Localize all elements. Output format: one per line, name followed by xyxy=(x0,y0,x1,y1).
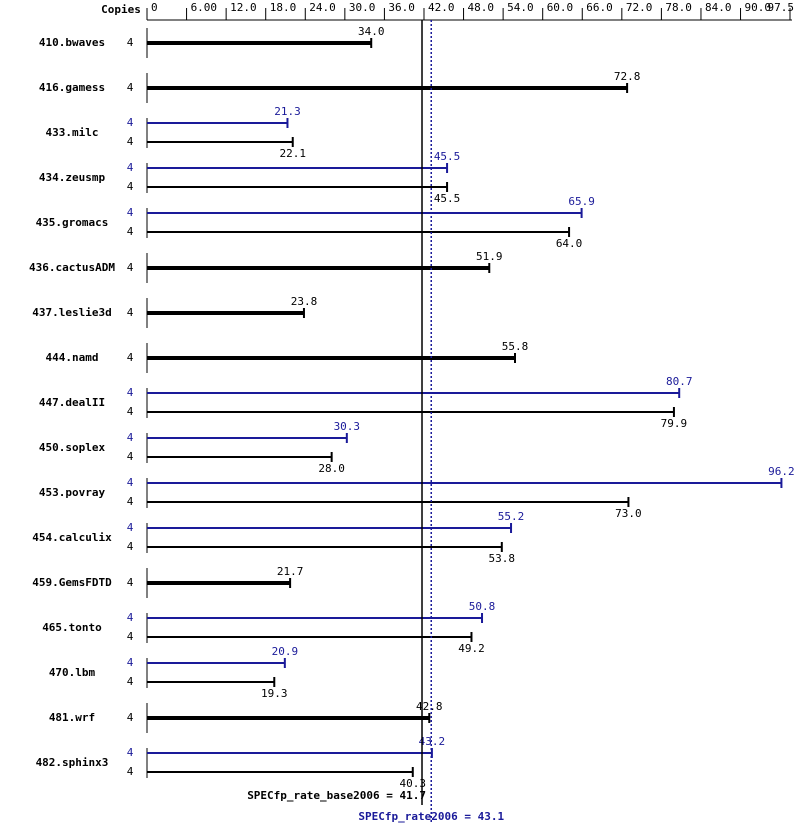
x-tick-label: 0 xyxy=(151,1,158,14)
benchmark-label: 447.dealII xyxy=(39,396,105,409)
benchmark-label: 454.calculix xyxy=(32,531,112,544)
copies: 4 xyxy=(127,431,134,444)
benchmark-label: 465.tonto xyxy=(42,621,102,634)
copies: 4 xyxy=(127,405,134,418)
value-label: 45.5 xyxy=(434,192,461,205)
benchmark-label: 410.bwaves xyxy=(39,36,105,49)
copies: 4 xyxy=(127,135,134,148)
benchmark-label: 437.leslie3d xyxy=(32,306,111,319)
benchmark-label: 470.lbm xyxy=(49,666,96,679)
benchmark-label: 416.gamess xyxy=(39,81,105,94)
benchmark-label: 435.gromacs xyxy=(36,216,109,229)
benchmark-label: 444.namd xyxy=(46,351,99,364)
value-label: 30.3 xyxy=(334,420,361,433)
x-tick-label: 90.0 xyxy=(745,1,772,14)
copies: 4 xyxy=(127,495,134,508)
value-label: 45.5 xyxy=(434,150,461,163)
value-label: 34.0 xyxy=(358,25,385,38)
copies: 4 xyxy=(127,476,134,489)
x-tick-label: 78.0 xyxy=(665,1,692,14)
value-label: 96.2 xyxy=(768,465,795,478)
value-label: 65.9 xyxy=(568,195,595,208)
copies: 4 xyxy=(127,521,134,534)
copies: 4 xyxy=(127,711,134,724)
benchmark-label: 453.povray xyxy=(39,486,106,499)
x-tick-label: 30.0 xyxy=(349,1,376,14)
x-tick-label: 12.0 xyxy=(230,1,257,14)
x-tick-label: 97.5 xyxy=(768,1,795,14)
value-label: 53.8 xyxy=(489,552,516,565)
copies: 4 xyxy=(127,351,134,364)
benchmark-label: 436.cactusADM xyxy=(29,261,115,274)
x-tick-label: 66.0 xyxy=(586,1,613,14)
copies: 4 xyxy=(127,746,134,759)
copies: 4 xyxy=(127,611,134,624)
copies-header: Copies xyxy=(101,3,141,16)
x-tick-label: 72.0 xyxy=(626,1,653,14)
copies: 4 xyxy=(127,675,134,688)
value-label: 79.9 xyxy=(661,417,688,430)
copies: 4 xyxy=(127,116,134,129)
x-tick-label: 84.0 xyxy=(705,1,732,14)
copies: 4 xyxy=(127,765,134,778)
copies: 4 xyxy=(127,386,134,399)
value-label: 64.0 xyxy=(556,237,583,250)
copies: 4 xyxy=(127,630,134,643)
x-tick-label: 48.0 xyxy=(468,1,495,14)
benchmark-label: 434.zeusmp xyxy=(39,171,106,184)
value-label: 23.8 xyxy=(291,295,318,308)
value-label: 21.3 xyxy=(274,105,301,118)
value-label: 28.0 xyxy=(318,462,345,475)
value-label: 22.1 xyxy=(279,147,306,160)
value-label: 51.9 xyxy=(476,250,503,263)
x-tick-label: 24.0 xyxy=(309,1,336,14)
copies: 4 xyxy=(127,180,134,193)
copies: 4 xyxy=(127,656,134,669)
x-tick-label: 6.00 xyxy=(191,1,218,14)
value-label: 21.7 xyxy=(277,565,304,578)
peak-reference-label: SPECfp_rate2006 = 43.1 xyxy=(358,810,504,823)
copies: 4 xyxy=(127,450,134,463)
copies: 4 xyxy=(127,36,134,49)
value-label: 40.3 xyxy=(400,777,427,790)
value-label: 50.8 xyxy=(469,600,496,613)
value-label: 80.7 xyxy=(666,375,693,388)
value-label: 55.2 xyxy=(498,510,525,523)
x-tick-label: 36.0 xyxy=(388,1,415,14)
copies: 4 xyxy=(127,81,134,94)
copies: 4 xyxy=(127,161,134,174)
benchmark-label: 459.GemsFDTD xyxy=(32,576,112,589)
value-label: 49.2 xyxy=(458,642,485,655)
base-reference-label: SPECfp_rate_base2006 = 41.7 xyxy=(247,789,426,802)
copies: 4 xyxy=(127,261,134,274)
value-label: 72.8 xyxy=(614,70,641,83)
copies: 4 xyxy=(127,576,134,589)
value-label: 73.0 xyxy=(615,507,642,520)
benchmark-label: 482.sphinx3 xyxy=(36,756,109,769)
benchmark-label: 450.soplex xyxy=(39,441,106,454)
value-label: 20.9 xyxy=(272,645,299,658)
value-label: 19.3 xyxy=(261,687,288,700)
copies: 4 xyxy=(127,225,134,238)
x-tick-label: 42.0 xyxy=(428,1,455,14)
copies: 4 xyxy=(127,306,134,319)
copies: 4 xyxy=(127,540,134,553)
value-label: 55.8 xyxy=(502,340,529,353)
x-tick-label: 54.0 xyxy=(507,1,533,14)
benchmark-label: 433.milc xyxy=(46,126,99,139)
value-label: 42.8 xyxy=(416,700,443,713)
benchmark-label: 481.wrf xyxy=(49,711,95,724)
x-tick-label: 60.0 xyxy=(547,1,574,14)
copies: 4 xyxy=(127,206,134,219)
x-tick-label: 18.0 xyxy=(270,1,297,14)
